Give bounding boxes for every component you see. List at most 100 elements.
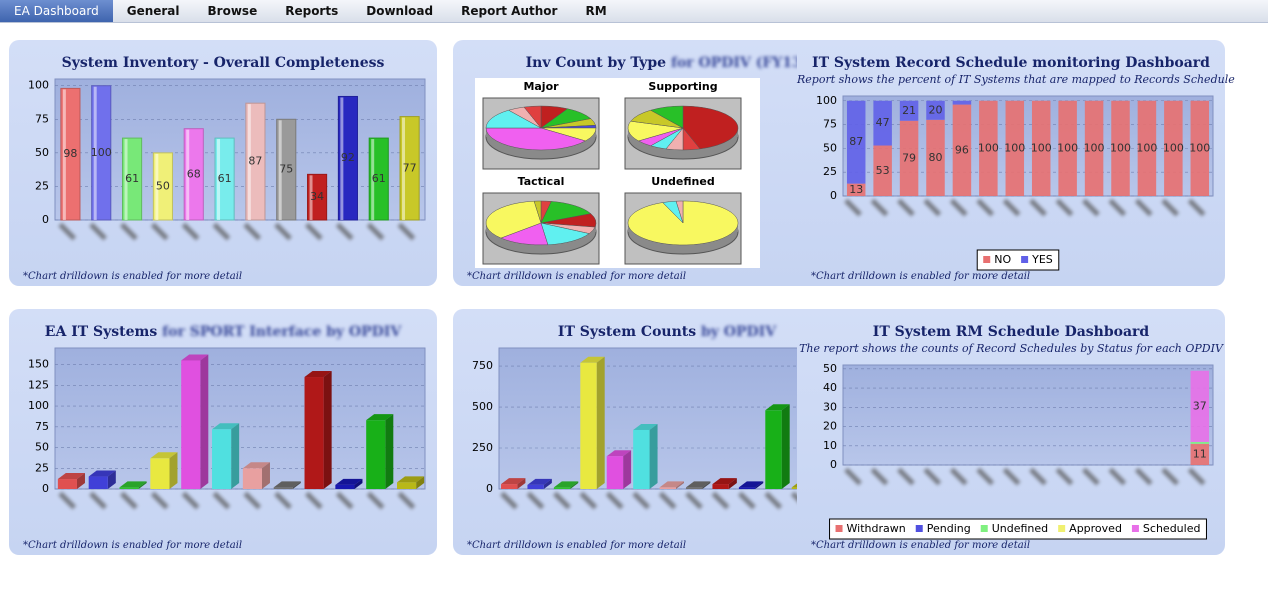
- title-text: Inv Count by Type: [525, 55, 667, 71]
- nav-tab[interactable]: EA Dashboard: [0, 0, 113, 22]
- legend-label: Approved: [1069, 522, 1122, 535]
- bar: [57, 479, 77, 489]
- data-label: 37: [1193, 399, 1207, 412]
- bar-depth: [335, 478, 363, 485]
- blurred-x-label: [1082, 467, 1100, 486]
- nav-bar: EA Dashboard General Browse Reports Download…: [0, 0, 1268, 23]
- legend-swatch: [1021, 256, 1029, 263]
- bar-depth: [659, 481, 684, 488]
- bar-depth: [292, 481, 301, 489]
- title-text: IT System Counts: [557, 324, 697, 340]
- nav-tab[interactable]: Download: [366, 4, 434, 18]
- blurred-x-label: [181, 491, 200, 510]
- bar-segment: [846, 100, 866, 184]
- bar: [304, 377, 324, 489]
- blurred-x-label: [1029, 198, 1047, 217]
- y-tick-label: 20: [823, 420, 837, 433]
- blurred-x-label: [305, 222, 323, 241]
- blurred-x-label: [120, 222, 138, 241]
- blurred-x-label: [1108, 198, 1127, 217]
- blurred-x-label: [1134, 198, 1153, 217]
- data-label: 100: [91, 146, 112, 159]
- pie-label: Undefined: [651, 175, 714, 188]
- nav-tab[interactable]: Browse: [207, 4, 258, 18]
- panel-title: System Inventory - Overall Completeness: [9, 55, 437, 71]
- bar-depth: [107, 470, 116, 489]
- blurred-x-label: [1134, 467, 1153, 486]
- bar-depth: [88, 470, 116, 477]
- bar-depth: [397, 476, 425, 483]
- dashboard-panel: Major Supporting Tactical Undefined Inv Coun…: [453, 40, 881, 286]
- bar-depth: [712, 478, 737, 485]
- blurred-x-label: [366, 222, 385, 241]
- nav-tab[interactable]: RM: [585, 4, 607, 18]
- chart: 0 10 20 30 40 50 11 37 Withdrawn Pending Undefined…: [823, 362, 1214, 540]
- bar-depth: [623, 450, 632, 489]
- pie-slice: [650, 105, 684, 129]
- dashboard-panel: 0 10 20 30 40 50 11 37 Withdrawn Pending Undefined…: [797, 309, 1225, 555]
- data-label: 100: [1189, 141, 1210, 154]
- data-label: 100: [978, 141, 999, 154]
- legend-swatch: [980, 525, 988, 532]
- legend: Withdrawn Pending Undefined Approved Schedul…: [829, 518, 1207, 540]
- legend-swatch: [1131, 525, 1139, 532]
- data-label: 100: [1163, 141, 1184, 154]
- bar-depth: [501, 478, 526, 485]
- bar-depth: [200, 354, 209, 489]
- bar-highlight: [93, 86, 97, 220]
- data-label: 61: [125, 172, 139, 185]
- bar-depth: [633, 423, 658, 430]
- bar-highlight: [309, 175, 313, 220]
- nav-tab[interactable]: Report Author: [461, 4, 558, 18]
- bar-highlight: [155, 153, 159, 220]
- chart: 0 25 50 75 100 125 150: [28, 347, 426, 510]
- y-tick-label: 30: [823, 400, 837, 413]
- blurred-x-label: [1002, 467, 1021, 486]
- bar-segment: [926, 100, 945, 120]
- bar-depth: [273, 481, 301, 488]
- dashboard-panel: 0 25 50 75 100 13 53 79 80 96 100 100 100 100 100 100 10…: [797, 40, 1235, 286]
- legend-label: Scheduled: [1143, 522, 1201, 535]
- data-label: 21: [902, 104, 916, 117]
- bar-depth: [517, 478, 526, 489]
- bar: [633, 429, 650, 489]
- plot-area: [54, 78, 426, 221]
- legend-label: NO: [994, 253, 1011, 266]
- blurred-x-label: [711, 491, 730, 510]
- chart: 0 25 50 75 100 13 53 79 80 96 100 100 100 100 100 100 10…: [816, 94, 1214, 271]
- blurred-x-label: [949, 467, 968, 486]
- bar: [212, 429, 232, 489]
- nav-tab[interactable]: Reports: [285, 4, 339, 18]
- bar-depth: [416, 476, 425, 489]
- y-tick-label: 0: [830, 458, 837, 471]
- bar: [553, 487, 571, 489]
- blurred-x-label: [120, 491, 138, 510]
- nav-tab[interactable]: General: [126, 4, 180, 18]
- footnote: *Chart drilldown is enabled for more det…: [811, 540, 1031, 551]
- bar-depth: [702, 481, 711, 489]
- y-tick-label: 500: [472, 400, 493, 413]
- title-text: EA IT Systems: [44, 324, 158, 340]
- blurred-x-label: [89, 491, 107, 510]
- bar-segment: [1164, 100, 1183, 196]
- blurred-x-label: [58, 491, 77, 510]
- bar: [580, 362, 597, 489]
- blurred-x-label: [738, 491, 756, 510]
- blurred-x-label: [1029, 467, 1047, 486]
- bar-segment: [979, 100, 998, 196]
- y-tick-label: 50: [823, 141, 837, 154]
- blurred-x-label: [1082, 198, 1100, 217]
- footnote: *Chart drilldown is enabled for more det…: [23, 271, 243, 282]
- plot-area: [54, 347, 426, 490]
- bar: [242, 468, 262, 489]
- bar-segment: [1190, 370, 1210, 442]
- bar-segment: [952, 104, 972, 196]
- blurred-x-label: [1161, 467, 1180, 486]
- y-tick-label: 125: [28, 378, 49, 391]
- data-label: 47: [876, 116, 890, 129]
- bar-depth: [527, 478, 552, 485]
- data-label: 100: [1004, 141, 1025, 154]
- bar-depth: [553, 481, 579, 488]
- bar-segment: [1190, 443, 1210, 465]
